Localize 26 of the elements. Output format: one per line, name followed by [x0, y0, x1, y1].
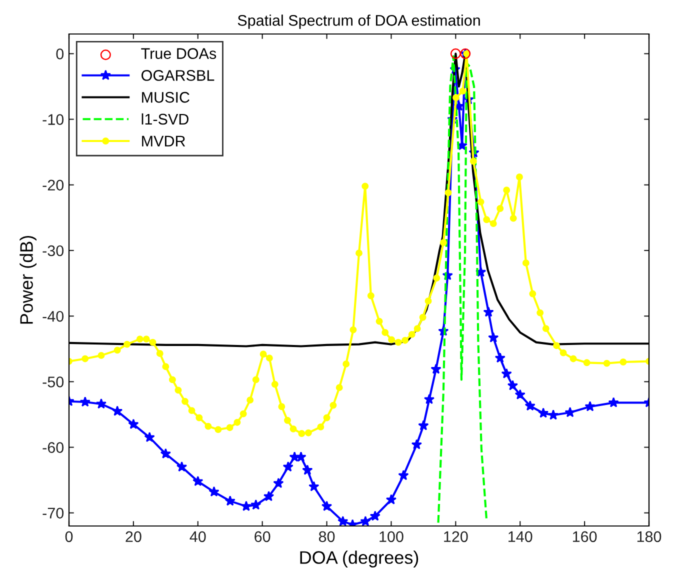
y-tick-label: 0 [56, 48, 64, 60]
y-axis-title: Power (dB) [20, 236, 36, 324]
x-tick-label: 60 [254, 531, 270, 542]
legend-label: l1-SVD [142, 113, 188, 125]
x-tick-label: 100 [380, 531, 404, 542]
x-tick-label: 180 [637, 531, 662, 542]
x-tick-label: 40 [190, 531, 206, 542]
x-tick-label: 140 [508, 531, 532, 542]
legend-label: OGARSBL [142, 70, 214, 81]
y-tick-label: -40 [42, 310, 64, 322]
chart-title: Spatial Spectrum of DOA estimation [238, 14, 480, 29]
legend-label: MUSIC [142, 92, 190, 103]
legend-label: True DOAs [141, 48, 216, 59]
x-tick-label: 120 [444, 531, 468, 542]
x-tick-label: 80 [318, 531, 335, 542]
y-tick-label: -20 [42, 180, 64, 191]
y-tick-label: -10 [42, 114, 64, 125]
y-tick-label: -50 [42, 376, 64, 388]
y-tick-label: -30 [42, 245, 64, 256]
x-tick-label: 0 [65, 531, 73, 542]
x-tick-label: 160 [572, 531, 597, 542]
legend-label: MVDR [142, 136, 186, 146]
x-axis-title: DOA (degrees) [300, 550, 418, 568]
y-tick-label: -70 [42, 508, 64, 519]
y-tick-label: -60 [42, 442, 64, 453]
x-tick-label: 20 [126, 531, 142, 542]
